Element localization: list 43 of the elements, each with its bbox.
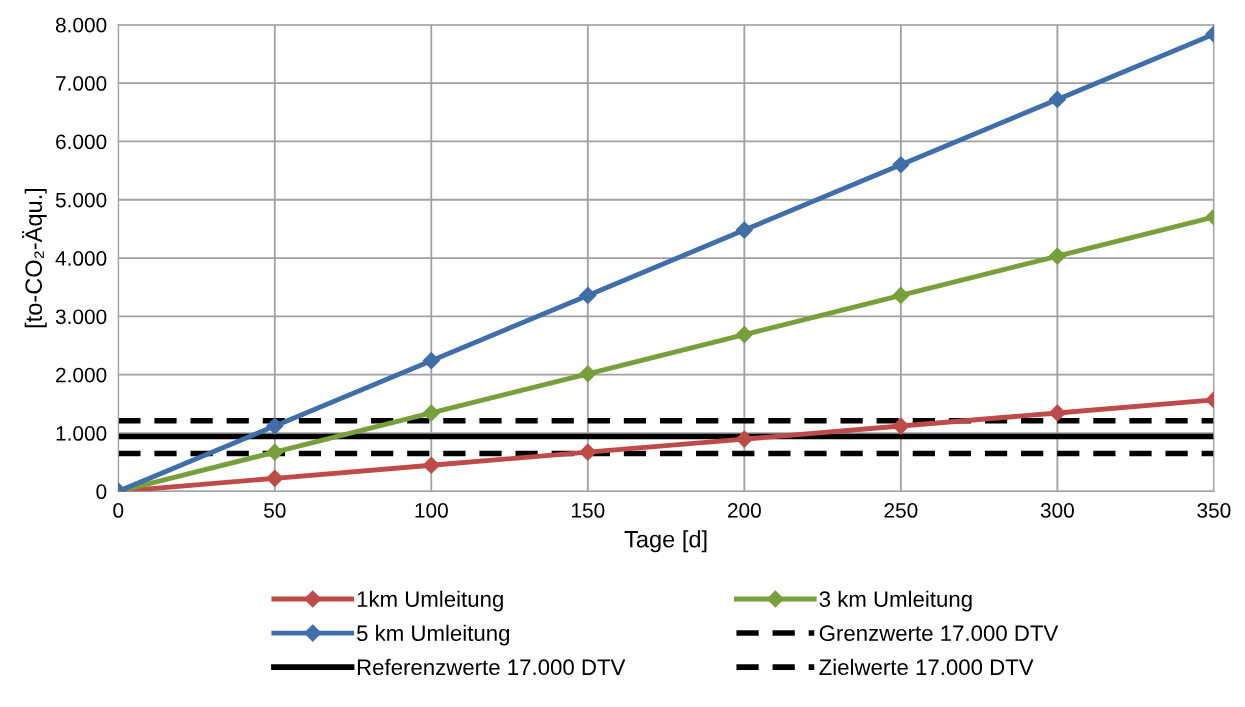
legend-label: 3 km Umleitung xyxy=(819,590,972,612)
y-tick-label: 7.000 xyxy=(56,76,107,91)
point xyxy=(422,404,440,422)
x-tick-label: 50 xyxy=(264,503,286,518)
y-tick-label: 4.000 xyxy=(55,251,107,266)
x-tick-label: 250 xyxy=(884,503,918,518)
point xyxy=(1048,404,1066,422)
x-tick-label: 100 xyxy=(415,503,448,518)
point xyxy=(735,326,753,344)
y-tick-label: 8.000 xyxy=(55,17,107,33)
point xyxy=(1048,90,1066,108)
x-tick-label: 350 xyxy=(1197,503,1231,518)
y-tick-label: 2.000 xyxy=(56,367,107,383)
x-tick-label: 0 xyxy=(113,503,124,518)
point xyxy=(266,417,284,435)
legend-label: 5 km Umleitung xyxy=(356,624,510,646)
legend-label: Referenzwerte 17.000 DTV xyxy=(357,658,626,676)
point xyxy=(892,156,910,174)
point xyxy=(266,443,284,461)
point xyxy=(422,352,440,370)
point xyxy=(735,430,753,448)
legend-label: 1km Umleitung xyxy=(357,590,503,612)
point xyxy=(266,469,284,487)
y-tick-label: 3.000 xyxy=(55,309,107,325)
x-axis-title: Tage [d] xyxy=(624,530,707,553)
legend-label: Zielwerte 17.000 DTV xyxy=(819,658,1034,676)
x-tick-label: 300 xyxy=(1040,503,1074,518)
y-tick-label: 5.000 xyxy=(55,192,107,208)
y-tick-label: 6.000 xyxy=(56,134,107,150)
y-axis-title: [to-CO₂-Äqu.] xyxy=(22,188,47,328)
y-tick-label: 0 xyxy=(96,484,107,500)
x-tick-label: 200 xyxy=(728,503,761,518)
point xyxy=(579,443,597,461)
point xyxy=(892,286,910,304)
point xyxy=(1048,247,1066,265)
y-tick-label: 1.000 xyxy=(56,426,107,441)
legend-label: Grenzwerte 17.000 DTV xyxy=(819,625,1059,642)
point xyxy=(892,417,910,435)
point xyxy=(579,365,597,383)
x-tick-label: 150 xyxy=(572,503,605,518)
point xyxy=(735,221,753,239)
point xyxy=(422,456,440,474)
point xyxy=(579,286,597,304)
